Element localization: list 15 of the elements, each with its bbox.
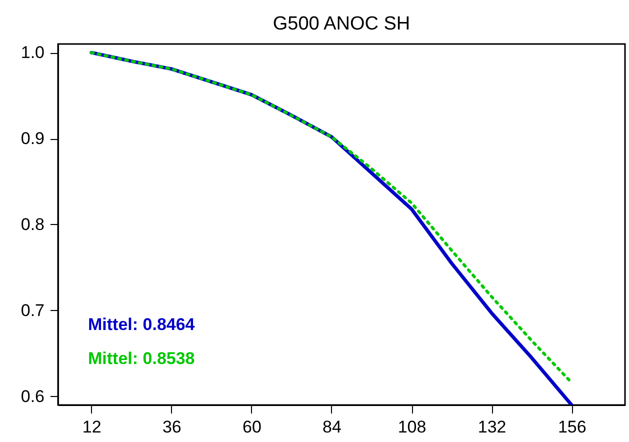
y-tick-label: 0.6 <box>20 386 44 406</box>
x-tick-label: 132 <box>478 418 506 436</box>
y-tick-label: 0.8 <box>20 215 44 234</box>
x-tick-label: 60 <box>242 418 262 436</box>
chart-title: G500 ANOC SH <box>272 14 410 35</box>
x-tick-label: 108 <box>398 418 426 436</box>
y-tick-label: 0.7 <box>20 300 44 320</box>
y-tick-label: 1.0 <box>20 43 44 62</box>
text: Mittel: 0.8538 <box>88 349 195 368</box>
x-tick-label: 36 <box>162 418 182 436</box>
text: Mittel: 0.8464 <box>88 315 196 334</box>
x-tick-label: 12 <box>82 418 102 436</box>
x-tick-label: 156 <box>558 418 586 436</box>
y-tick-label: 0.9 <box>20 129 44 148</box>
x-tick-label: 84 <box>322 418 342 436</box>
